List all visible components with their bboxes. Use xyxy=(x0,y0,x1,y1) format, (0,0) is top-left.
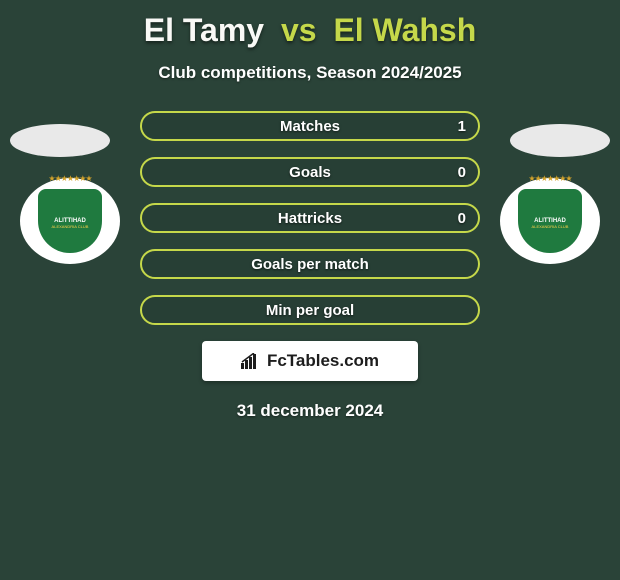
stats-container: Matches 1 Goals 0 Hattricks 0 Goals per … xyxy=(140,111,480,325)
stars-icon: ★★★★★★★ xyxy=(528,174,571,183)
player2-club-badge: ★★★★★★★ ALITTIHAD ALEXANDRIA CLUB xyxy=(500,178,600,264)
shield-icon: ALITTIHAD ALEXANDRIA CLUB xyxy=(38,189,102,253)
club-name: ALITTIHAD xyxy=(54,218,86,224)
subtitle: Club competitions, Season 2024/2025 xyxy=(0,63,620,83)
shield-icon: ALITTIHAD ALEXANDRIA CLUB xyxy=(518,189,582,253)
stat-label: Hattricks xyxy=(278,210,342,227)
vs-label: vs xyxy=(281,12,317,48)
player1-name: El Tamy xyxy=(144,12,264,48)
stat-label: Goals per match xyxy=(251,256,369,273)
comparison-title: El Tamy vs El Wahsh xyxy=(0,0,620,49)
stat-row-goals: Goals 0 xyxy=(140,157,480,187)
player2-name: El Wahsh xyxy=(333,12,476,48)
stat-row-mpg: Min per goal xyxy=(140,295,480,325)
chart-icon xyxy=(241,353,261,369)
branding-box[interactable]: FcTables.com xyxy=(202,341,418,381)
club-name: ALITTIHAD xyxy=(534,218,566,224)
club-sub: ALEXANDRIA CLUB xyxy=(52,225,89,229)
player2-avatar xyxy=(510,124,610,157)
stat-row-gpm: Goals per match xyxy=(140,249,480,279)
branding-text: FcTables.com xyxy=(267,351,379,371)
stat-label: Matches xyxy=(280,118,340,135)
stars-icon: ★★★★★★★ xyxy=(48,174,91,183)
stat-label: Min per goal xyxy=(266,302,354,319)
stat-right-value: 0 xyxy=(458,210,466,227)
stat-label: Goals xyxy=(289,164,331,181)
stat-row-hattricks: Hattricks 0 xyxy=(140,203,480,233)
player1-club-badge: ★★★★★★★ ALITTIHAD ALEXANDRIA CLUB xyxy=(20,178,120,264)
player1-avatar xyxy=(10,124,110,157)
stat-row-matches: Matches 1 xyxy=(140,111,480,141)
club-sub: ALEXANDRIA CLUB xyxy=(532,225,569,229)
stat-right-value: 1 xyxy=(458,118,466,135)
date-label: 31 december 2024 xyxy=(0,401,620,421)
stat-right-value: 0 xyxy=(458,164,466,181)
